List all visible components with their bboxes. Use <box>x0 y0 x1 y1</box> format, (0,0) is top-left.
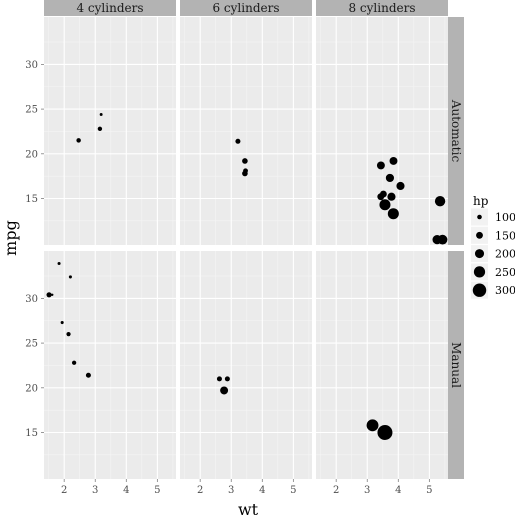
legend-label: 250 <box>495 266 515 279</box>
legend-key-symbol <box>477 214 482 220</box>
column-strip-label: 6 cylinders <box>212 1 279 15</box>
x-tick-label: 3 <box>92 485 98 496</box>
row-strip: Manual <box>448 251 464 479</box>
x-tick-label: 5 <box>426 485 432 496</box>
panel-background <box>44 251 176 479</box>
facet-panel <box>44 251 176 479</box>
data-point <box>242 170 248 177</box>
data-point <box>387 192 396 201</box>
legend-key-symbol <box>474 249 485 259</box>
x-tick-label: 2 <box>333 485 339 496</box>
axes: 15 20 25 30 15 20 25 30 2 3 4 5 2 3 4 5 2 3 4 5 <box>25 60 432 496</box>
legend-label: 150 <box>495 229 515 242</box>
data-point <box>71 360 77 365</box>
facet-strips: 4 cylinders 6 cylinders 8 cylinders Automat… <box>44 0 464 479</box>
data-point <box>66 332 71 337</box>
row-strip-label: Manual <box>449 342 463 388</box>
x-tick-label: 4 <box>259 485 265 496</box>
strip-background <box>448 251 464 479</box>
row-strip-label: Automatic <box>449 99 463 163</box>
facet-panel <box>180 17 312 245</box>
data-point <box>50 293 54 297</box>
facet-panel <box>180 251 312 479</box>
data-point <box>377 193 385 201</box>
column-strip: 8 cylinders <box>316 0 448 16</box>
data-point <box>434 196 446 207</box>
data-point <box>76 138 81 143</box>
data-point <box>46 292 52 298</box>
data-point <box>366 419 379 432</box>
data-point <box>97 126 103 131</box>
data-point <box>379 199 391 211</box>
column-strip: 4 cylinders <box>44 0 176 16</box>
strip-background <box>316 0 448 16</box>
row-strip: Automatic <box>448 17 464 245</box>
legend-label: 100 <box>495 211 515 224</box>
panel-background <box>316 251 448 479</box>
y-tick-label: 30 <box>25 294 38 305</box>
data-point <box>57 261 61 266</box>
strip-background <box>180 0 312 16</box>
data-point <box>68 275 72 279</box>
legend-label: 200 <box>495 248 515 261</box>
data-point <box>99 112 103 116</box>
facet-panel <box>316 17 448 245</box>
size-legend: hp 100 150 200 250 300 <box>471 194 515 299</box>
panel-background <box>44 17 176 245</box>
legend-title: hp <box>473 194 489 208</box>
x-tick-label: 4 <box>123 485 129 496</box>
column-strip: 6 cylinders <box>180 0 312 16</box>
data-point <box>220 386 229 395</box>
facet-panel <box>316 251 448 479</box>
data-point <box>242 158 248 164</box>
legend-key-symbol <box>476 231 483 239</box>
column-strip-label: 8 cylinders <box>348 1 415 15</box>
data-point <box>377 425 393 441</box>
y-tick-label: 20 <box>25 383 38 394</box>
data-point <box>396 181 405 191</box>
data-point <box>385 173 394 183</box>
facet-panels <box>44 17 448 479</box>
data-point <box>389 156 398 165</box>
panel-background <box>180 251 312 479</box>
y-tick-label: 15 <box>25 428 38 439</box>
data-point <box>60 320 64 325</box>
x-axis-title: wt <box>238 500 259 519</box>
x-tick-label: 2 <box>61 485 67 496</box>
legend-key-symbol <box>472 283 487 297</box>
data-point <box>216 376 222 382</box>
strip-background <box>448 17 464 245</box>
y-tick-label: 25 <box>25 339 38 350</box>
legend-label: 300 <box>495 284 515 297</box>
data-point <box>376 161 385 170</box>
data-point <box>85 372 91 378</box>
column-strip-label: 4 cylinders <box>76 1 143 15</box>
x-tick-label: 5 <box>154 485 160 496</box>
x-tick-label: 3 <box>364 485 370 496</box>
facet-panel <box>44 17 176 245</box>
y-tick-label: 15 <box>25 194 38 205</box>
x-tick-label: 4 <box>395 485 401 496</box>
data-point <box>437 234 448 245</box>
y-axis-title: mpg <box>1 220 20 256</box>
x-tick-label: 5 <box>290 485 296 496</box>
x-tick-label: 2 <box>197 485 203 496</box>
x-tick-label: 3 <box>228 485 234 496</box>
y-tick-label: 25 <box>25 105 38 116</box>
data-point <box>387 208 399 220</box>
legend-key-symbol <box>473 266 486 278</box>
y-tick-label: 20 <box>25 149 38 160</box>
strip-background <box>44 0 176 16</box>
y-tick-label: 30 <box>25 60 38 71</box>
data-point <box>235 138 241 144</box>
data-point <box>224 376 230 382</box>
panel-background <box>180 17 312 245</box>
